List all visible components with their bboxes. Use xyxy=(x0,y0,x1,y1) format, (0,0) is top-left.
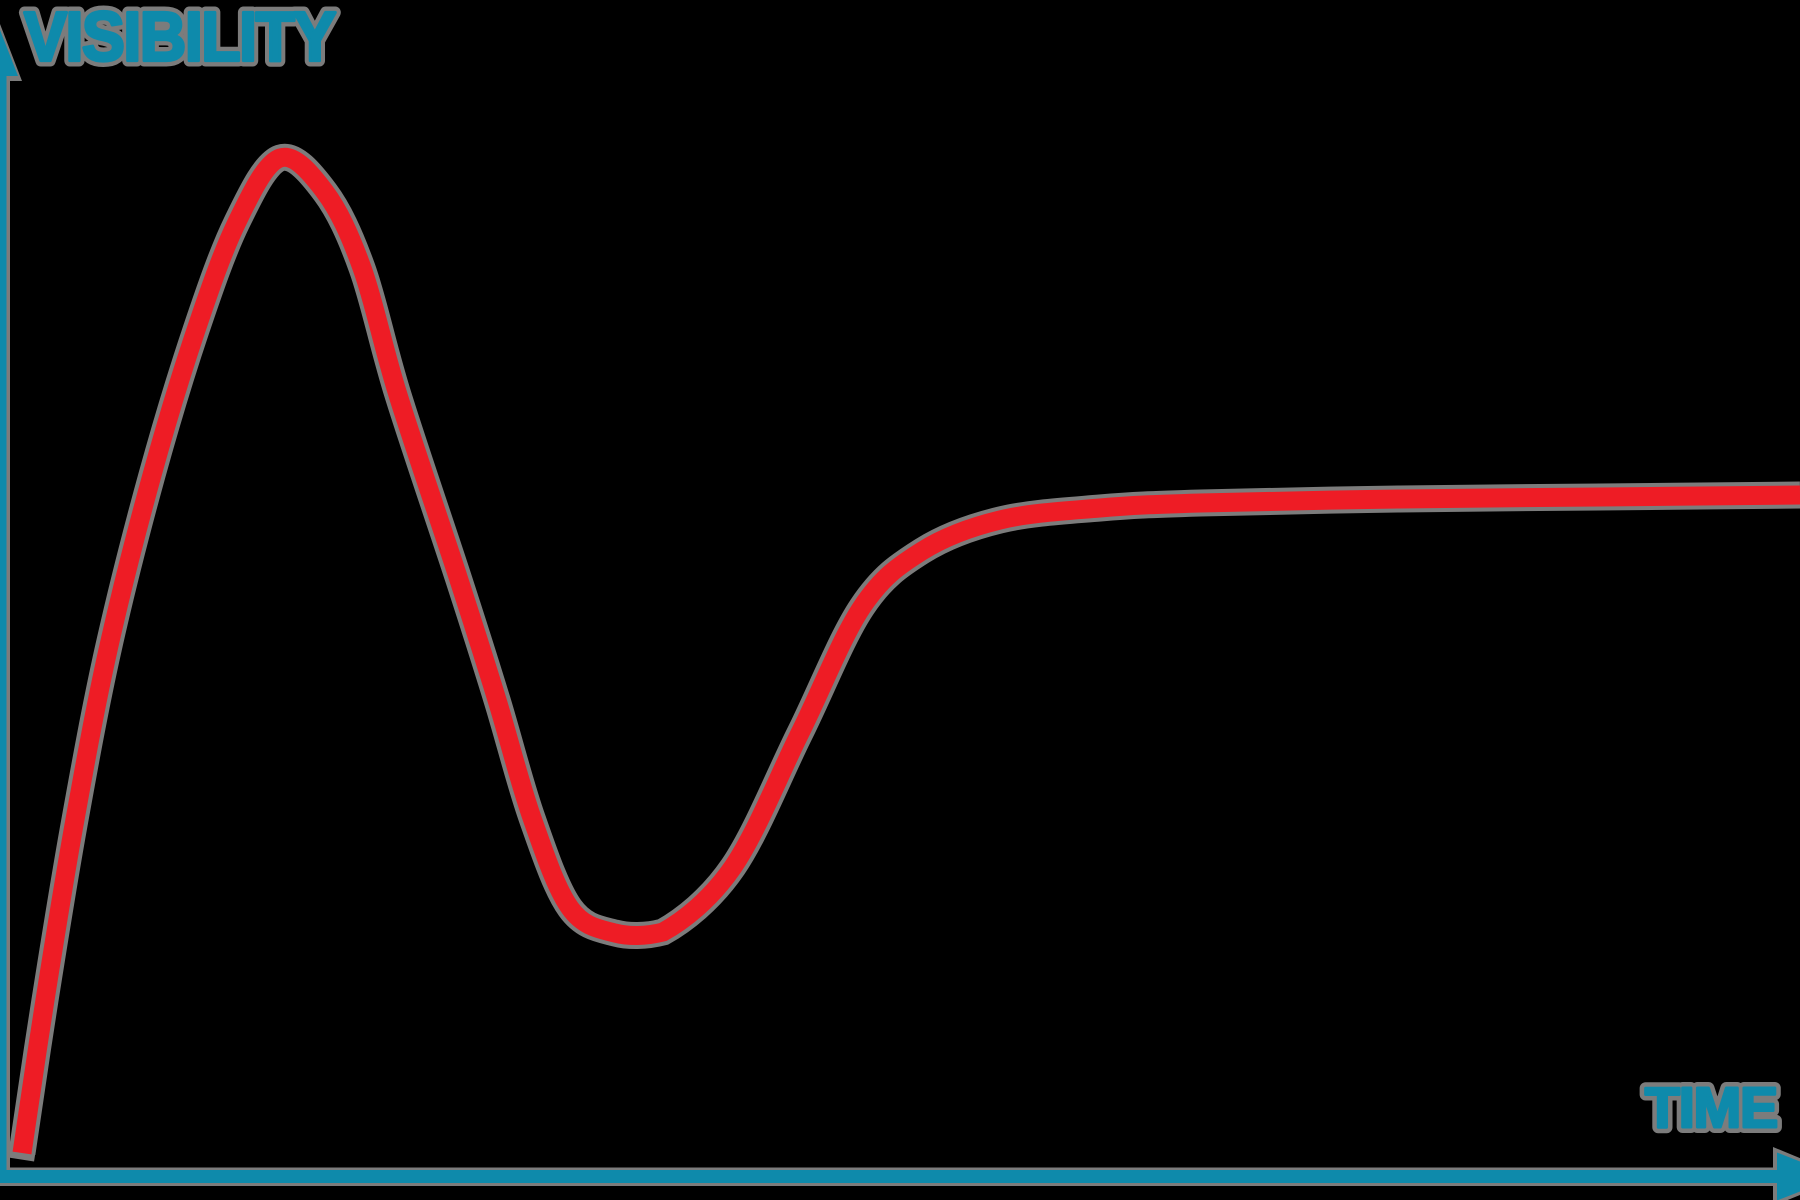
svg-text:TIME: TIME xyxy=(1645,1076,1777,1140)
svg-text:VISIBILITY: VISIBILITY xyxy=(24,0,336,76)
svg-text:TIME: TIME xyxy=(1645,1076,1777,1140)
svg-text:VISIBILITY: VISIBILITY xyxy=(24,0,336,76)
